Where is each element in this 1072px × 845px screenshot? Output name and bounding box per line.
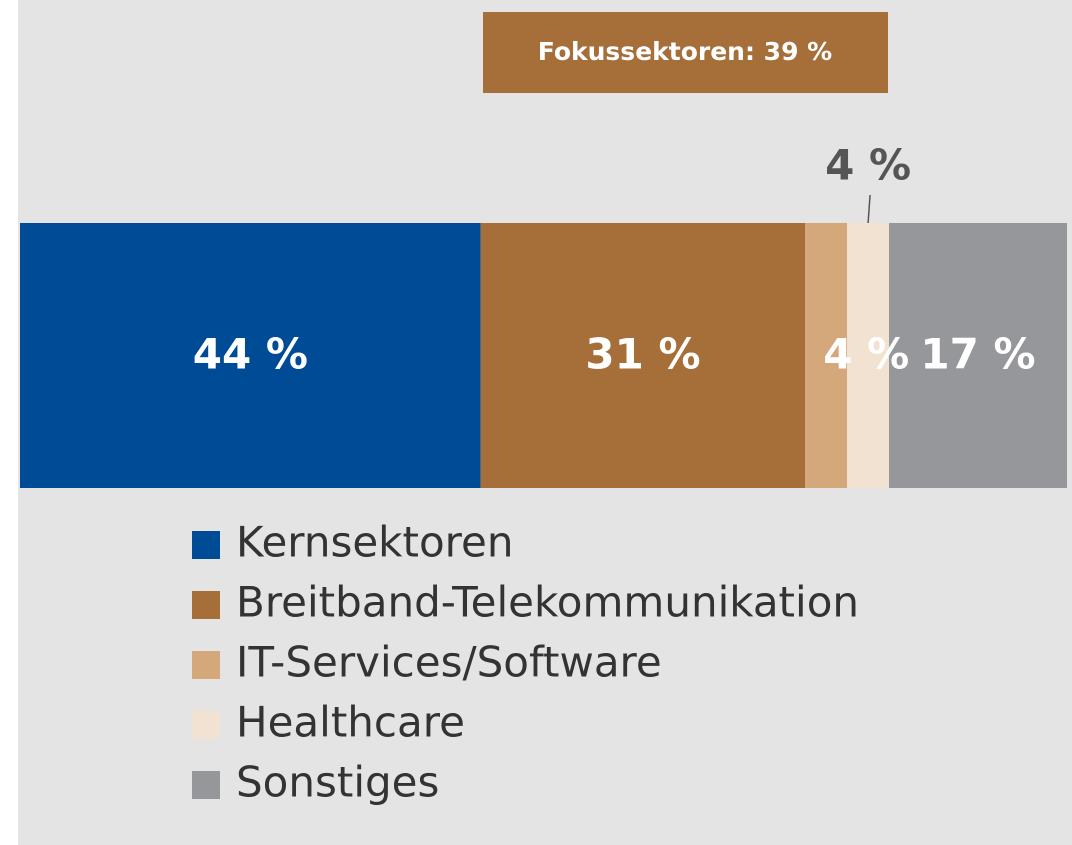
legend-label: Sonstiges: [236, 758, 439, 807]
bar-segment: [805, 223, 848, 488]
legend-label: Healthcare: [236, 698, 465, 747]
legend-label: Kernsektoren: [236, 518, 513, 567]
leader-line: [867, 194, 871, 224]
legend-swatch: [192, 771, 220, 799]
annotation-box: [483, 12, 888, 93]
value-label: 4 %: [825, 141, 911, 190]
bar-segment: [20, 223, 481, 488]
value-label: 17 %: [920, 330, 1035, 379]
legend-label: Breitband-Telekommunikation: [236, 578, 859, 627]
value-label: 31 %: [585, 330, 700, 379]
bar-segment: [889, 223, 1067, 488]
bar-segment: [847, 223, 890, 488]
bar-segment: [480, 223, 806, 488]
legend-label: IT-Services/Software: [236, 638, 662, 687]
legend-swatch: [192, 531, 220, 559]
annotation: Fokussektoren: 39 %: [538, 37, 832, 66]
legend-swatch: [192, 711, 220, 739]
legend-swatch: [192, 591, 220, 619]
value-label: 4 %: [823, 330, 909, 379]
value-label: 44 %: [193, 330, 308, 379]
legend-swatch: [192, 651, 220, 679]
